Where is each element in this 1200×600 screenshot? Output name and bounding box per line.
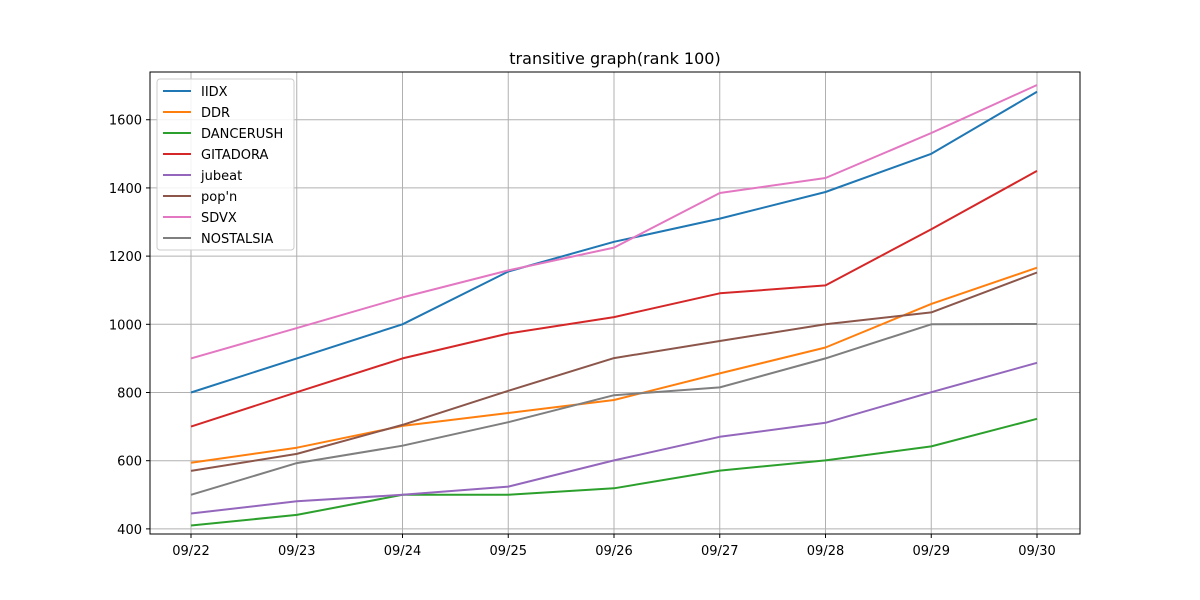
y-axis: 400 600 800 1000 1200 1400 1600 <box>109 114 150 538</box>
plot-frame <box>149 71 1081 535</box>
legend-label: jubeat <box>200 169 242 184</box>
x-tick-label: 09/24 <box>384 544 421 559</box>
legend-label: pop'n <box>201 190 237 205</box>
y-tick-label: 800 <box>117 387 142 402</box>
series-line-nostalsia <box>190 323 1038 496</box>
y-tick-label: 1400 <box>109 182 142 197</box>
x-tick-label: 09/26 <box>595 544 632 559</box>
chart-title: transitive graph(rank 100) <box>509 49 720 68</box>
x-tick-label: 09/27 <box>701 544 738 559</box>
legend-label: IIDX <box>201 85 228 100</box>
legend-label: NOSTALSIA <box>201 232 273 247</box>
x-axis: 09/22 09/23 09/24 09/25 09/26 09/27 09/28 09/29… <box>172 534 1056 559</box>
y-tick-label: 600 <box>117 455 142 470</box>
series-lines <box>190 84 1038 527</box>
legend-label: GITADORA <box>201 148 268 163</box>
y-tick-label: 1000 <box>109 318 142 333</box>
series-line-dancerush <box>190 417 1038 527</box>
grid <box>150 72 1080 534</box>
legend: IIDX DDR DANCERUSH GITADORA jubeat pop'n SDVX N… <box>156 78 295 251</box>
x-tick-label: 09/23 <box>278 544 315 559</box>
y-tick-label: 1200 <box>109 250 142 265</box>
series-line-ddr <box>190 266 1038 464</box>
x-tick-label: 09/28 <box>807 544 844 559</box>
x-tick-label: 09/22 <box>172 544 209 559</box>
series-line-iidx <box>190 90 1038 394</box>
x-tick-label: 09/29 <box>913 544 950 559</box>
series-line-gitadora <box>190 170 1038 428</box>
legend-label: DANCERUSH <box>201 127 283 142</box>
series-line-pop-n <box>190 271 1038 472</box>
series-line-jubeat <box>190 361 1038 515</box>
y-tick-label: 400 <box>117 523 142 538</box>
legend-label: DDR <box>201 106 230 121</box>
legend-label: SDVX <box>201 211 237 226</box>
y-tick-label: 1600 <box>109 114 142 129</box>
legend-box <box>156 78 295 251</box>
series-line-sdvx <box>190 84 1038 360</box>
x-tick-label: 09/25 <box>490 544 527 559</box>
x-tick-label: 09/30 <box>1018 544 1055 559</box>
